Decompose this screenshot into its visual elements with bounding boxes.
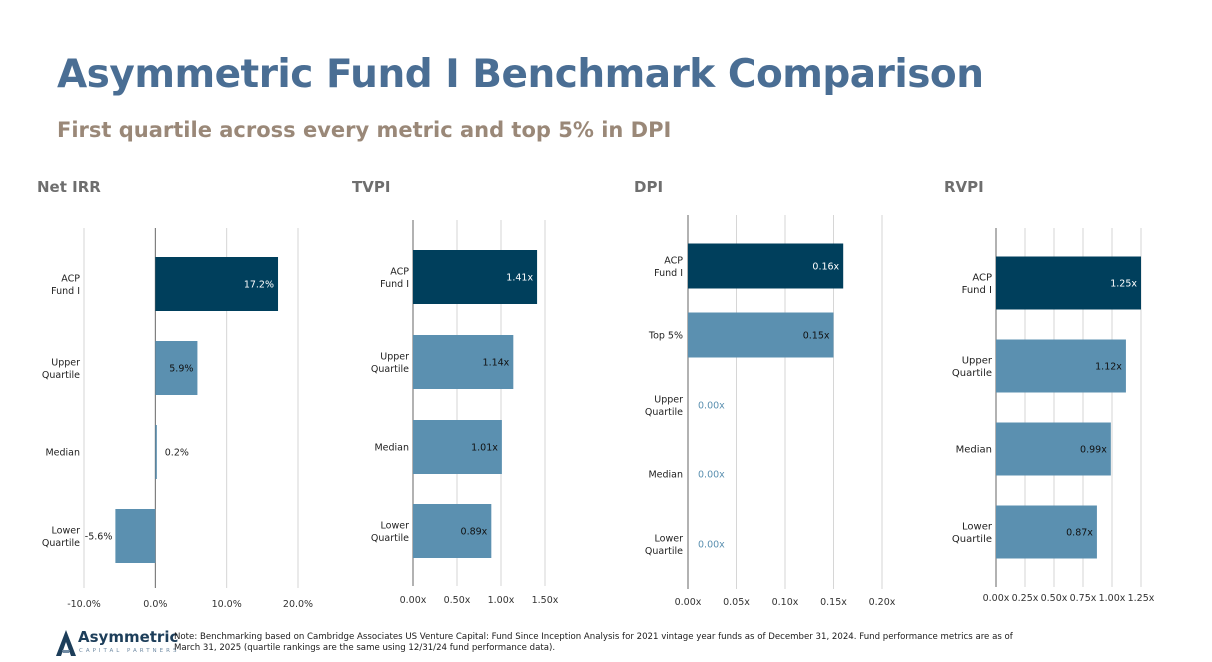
dpi-data-label: 0.15x (803, 331, 830, 342)
dpi-category-label: ACP Fund I (654, 255, 683, 279)
net-irr-category-label: ACP Fund I (51, 273, 80, 297)
tvpi-data-label: 1.14x (483, 358, 510, 369)
net-irr-data-label: 5.9% (169, 364, 193, 375)
rvpi-chart-title: RVPI (944, 178, 984, 196)
tvpi-bar (413, 335, 514, 389)
dpi-data-label: 0.00x (698, 470, 725, 481)
net-irr-data-label: 17.2% (244, 280, 274, 291)
net-irr-data-label: 0.2% (165, 448, 189, 459)
tvpi-data-label: 1.01x (471, 443, 498, 454)
rvpi-bar (996, 339, 1126, 393)
rvpi-data-label: 0.87x (1066, 528, 1093, 539)
tvpi-category-label: Upper Quartile (371, 351, 409, 375)
rvpi-tick-label: 1.25x (1128, 593, 1155, 604)
logo-tagline: CAPITAL PARTNERS (79, 648, 180, 654)
tvpi-category-label: ACP Fund I (380, 266, 409, 290)
page-subtitle: First quartile across every metric and t… (57, 118, 672, 142)
page-title: Asymmetric Fund I Benchmark Comparison (57, 52, 984, 97)
dpi-tick-label: 0.15x (820, 597, 847, 608)
rvpi-tick-label: 0.75x (1070, 593, 1097, 604)
tvpi-category-label: Median (374, 443, 409, 454)
rvpi-bar (996, 505, 1097, 559)
rvpi-bar (996, 256, 1141, 310)
dpi-bar (688, 312, 834, 358)
dpi-tick-label: 0.10x (772, 597, 799, 608)
tvpi-bar (413, 250, 538, 304)
dpi-tick-label: 0.00x (675, 597, 702, 608)
dpi-category-label: Top 5% (648, 331, 683, 342)
rvpi-tick-label: 0.00x (983, 593, 1010, 604)
rvpi-bar (996, 422, 1111, 476)
rvpi-tick-label: 0.25x (1012, 593, 1039, 604)
rvpi-tick-label: 0.50x (1041, 593, 1068, 604)
net-irr-data-label: -5.6% (85, 532, 113, 543)
dpi-bar (688, 243, 844, 289)
dpi-tick-label: 0.20x (869, 597, 896, 608)
rvpi-tick-label: 1.00x (1099, 593, 1126, 604)
rvpi-category-label: Lower Quartile (952, 521, 993, 545)
rvpi-data-label: 0.99x (1080, 445, 1107, 456)
net-irr-bar (155, 425, 157, 479)
footnote: Note: Benchmarking based on Cambridge As… (174, 632, 1013, 653)
net-irr-category-label: Lower Quartile (42, 525, 80, 549)
net-irr-category-label: Median (45, 448, 80, 459)
tvpi-chart-title: TVPI (352, 178, 390, 196)
net-irr-tick-label: 10.0% (212, 599, 242, 610)
net-irr-chart-title: Net IRR (37, 178, 101, 196)
tvpi-data-label: 1.41x (506, 273, 533, 284)
tvpi-tick-label: 1.50x (532, 595, 559, 606)
tvpi-tick-label: 1.00x (488, 595, 515, 606)
dpi-category-label: Upper Quartile (645, 394, 683, 418)
logo-wordmark: Asymmetric (78, 628, 179, 646)
tvpi-tick-label: 0.50x (444, 595, 471, 606)
tvpi-bar (413, 504, 492, 558)
dpi-category-label: Lower Quartile (645, 533, 683, 557)
tvpi-category-label: Lower Quartile (371, 520, 409, 544)
dpi-chart-title: DPI (634, 178, 663, 196)
tvpi-bar (413, 420, 502, 474)
rvpi-data-label: 1.12x (1095, 362, 1122, 373)
net-irr-tick-label: 0.0% (143, 599, 167, 610)
dpi-data-label: 0.00x (698, 401, 725, 412)
net-irr-category-label: Upper Quartile (42, 357, 80, 381)
net-irr-tick-label: 20.0% (283, 599, 313, 610)
net-irr-bar (155, 341, 198, 395)
rvpi-data-label: 1.25x (1110, 279, 1137, 290)
rvpi-category-label: ACP Fund I (962, 272, 992, 296)
dpi-data-label: 0.16x (812, 262, 839, 273)
tvpi-tick-label: 0.00x (400, 595, 427, 606)
net-irr-bar (115, 509, 156, 563)
tvpi-data-label: 0.89x (461, 527, 488, 538)
dpi-data-label: 0.00x (698, 540, 725, 551)
dpi-category-label: Median (648, 470, 683, 481)
net-irr-bar (155, 257, 279, 311)
dpi-tick-label: 0.05x (723, 597, 750, 608)
net-irr-tick-label: -10.0% (67, 599, 101, 610)
rvpi-category-label: Median (956, 445, 992, 456)
rvpi-category-label: Upper Quartile (952, 355, 993, 379)
asymmetric-a-mark-icon (56, 630, 76, 656)
